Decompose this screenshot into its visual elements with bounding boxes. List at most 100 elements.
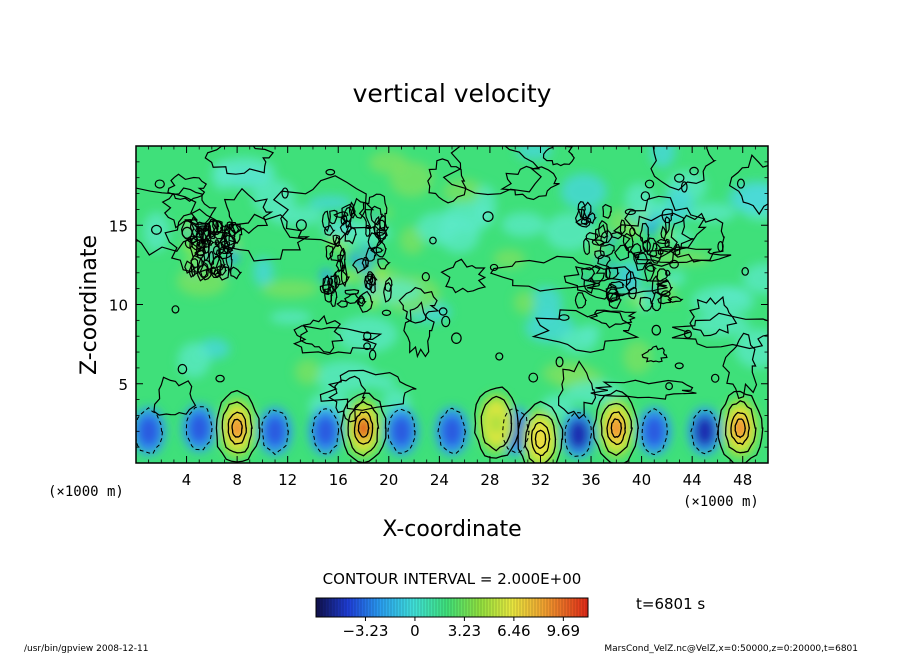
downdraft-core [137, 415, 160, 448]
updraft-contour [530, 421, 551, 457]
turbulent-contour [577, 201, 586, 219]
updraft-contour [734, 418, 746, 439]
turbulent-contour [629, 243, 643, 260]
zero-contour [586, 276, 669, 295]
field-patch [529, 286, 563, 321]
updraft-contour [221, 401, 253, 454]
small-contour [629, 227, 636, 237]
small-contour [683, 329, 692, 339]
turbulence-speck [371, 291, 383, 298]
colorbar-gradient [316, 598, 588, 617]
colorbar-label: 6.46 [497, 622, 530, 640]
zero-contour [427, 158, 467, 204]
turbulent-contour [339, 220, 353, 236]
turbulent-contour [605, 283, 618, 303]
updraft-contour [347, 401, 380, 457]
downdraft-contour [311, 408, 340, 455]
footer-left: /usr/bin/gpview 2008-12-11 [24, 644, 148, 654]
updraft-contour [215, 389, 261, 463]
zero-contour [500, 165, 560, 201]
turbulent-contour [329, 209, 338, 225]
turbulence-speck [226, 253, 232, 266]
turbulent-contour [340, 214, 348, 226]
updraft-contour [730, 411, 751, 446]
field-patch [337, 316, 398, 353]
small-contour [325, 168, 336, 176]
turbulent-contour [337, 254, 343, 263]
field-patch [649, 146, 676, 168]
small-contour [489, 263, 499, 272]
turbulent-contour [373, 215, 382, 240]
contour-interval-text: CONTOUR INTERVAL = 2.000E+00 [323, 570, 582, 588]
small-contour [429, 236, 437, 245]
updraft-contour [353, 411, 374, 445]
downdraft-core [643, 415, 666, 448]
small-contour [669, 259, 679, 269]
turbulent-contour [341, 203, 355, 223]
small-contour [215, 374, 225, 383]
x-tick-label: 24 [430, 471, 449, 489]
updraft-contour [717, 390, 764, 463]
turbulent-contour [332, 234, 341, 246]
field-patch [623, 340, 653, 375]
x-tick-label: 32 [531, 471, 550, 489]
small-contour [674, 362, 684, 370]
turbulent-contour [585, 232, 600, 241]
turbulent-contour [594, 250, 605, 260]
field-patch [493, 249, 526, 269]
small-contour [642, 239, 651, 253]
turbulent-contour [197, 257, 210, 282]
turbulent-contour [226, 221, 235, 230]
turbulent-contour [188, 264, 196, 279]
zero-contour [670, 212, 725, 263]
turbulence-speck [182, 230, 192, 235]
x-tick-label: 48 [733, 471, 752, 489]
footer-right: MarsCond_VelZ.nc@VelZ,x=0:50000,z=0:2000… [604, 644, 858, 654]
small-contour [665, 382, 674, 391]
x-unit-right: (×1000 m) [683, 494, 759, 510]
colorbar-label: 3.23 [448, 622, 481, 640]
turbulent-contour [658, 246, 675, 253]
field-patch [369, 151, 408, 174]
small-contour [661, 290, 671, 298]
turbulence-speck [361, 243, 370, 252]
turbulent-contour [619, 219, 627, 235]
zero-contour [590, 379, 697, 400]
small-contour [363, 342, 371, 351]
turbulent-contour [352, 257, 369, 274]
y-axis: 5 10 15 [109, 161, 768, 448]
updraft-contour [610, 418, 623, 439]
small-contour [558, 314, 570, 321]
small-contour [438, 307, 448, 316]
small-contour [154, 179, 165, 189]
turbulent-contour [651, 291, 662, 312]
turbulent-contour [594, 224, 609, 247]
y-tick-label: 10 [109, 297, 128, 315]
turbulence-speck [320, 268, 333, 282]
small-contour [741, 267, 749, 276]
turbulent-contour [608, 291, 622, 309]
updraft-contour [227, 411, 247, 445]
turbulent-contour [195, 238, 205, 259]
turbulent-contour [602, 203, 612, 219]
zero-contour [358, 193, 388, 232]
updraft-contour [534, 429, 547, 449]
turbulent-contour [208, 220, 223, 236]
turbulent-contour [664, 216, 670, 236]
field-patch [542, 361, 593, 386]
small-contour [451, 332, 462, 344]
plot-area [135, 145, 769, 464]
downdraft-contour [437, 407, 467, 454]
field-patch [501, 212, 546, 237]
turbulent-contour [674, 243, 681, 257]
zero-contour [223, 187, 274, 234]
turbulent-contour [580, 267, 596, 282]
downdraft-contour [261, 408, 289, 456]
turbulent-contour [215, 247, 234, 260]
turbulent-contour [197, 263, 208, 278]
field-patch [728, 181, 768, 214]
turbulent-contour [330, 288, 338, 308]
small-contour [528, 372, 539, 383]
x-tick-label: 28 [480, 471, 499, 489]
turbulence-speck [645, 222, 657, 236]
